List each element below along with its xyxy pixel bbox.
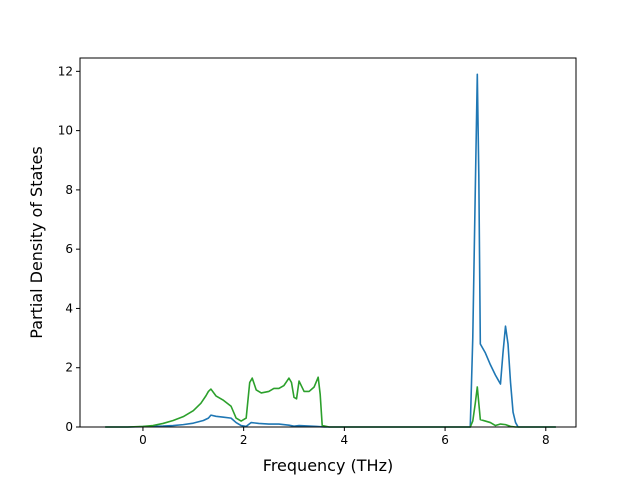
y-tick-label: 2	[65, 361, 73, 375]
axes-frame	[79, 57, 577, 428]
y-tick-label: 4	[65, 301, 73, 315]
y-axis: 0 2 4 6 8 10 12	[58, 64, 80, 434]
x-tick-label: 0	[139, 433, 147, 447]
x-tick-label: 4	[341, 433, 349, 447]
x-axis-label: Frequency (THz)	[263, 456, 393, 475]
x-tick-label: 2	[240, 433, 248, 447]
x-tick-label: 8	[542, 433, 550, 447]
y-axis-label: Partial Density of States	[27, 146, 46, 338]
series-line-2	[105, 376, 556, 428]
x-axis: 0 2 4 6 8	[139, 427, 550, 447]
x-tick-label: 6	[441, 433, 449, 447]
y-tick-label: 6	[65, 242, 73, 256]
plot-area	[105, 73, 556, 428]
series-line-1	[105, 73, 556, 428]
y-tick-label: 10	[58, 124, 73, 138]
y-tick-label: 12	[58, 64, 73, 78]
y-tick-label: 0	[65, 420, 73, 434]
y-tick-label: 8	[65, 183, 73, 197]
